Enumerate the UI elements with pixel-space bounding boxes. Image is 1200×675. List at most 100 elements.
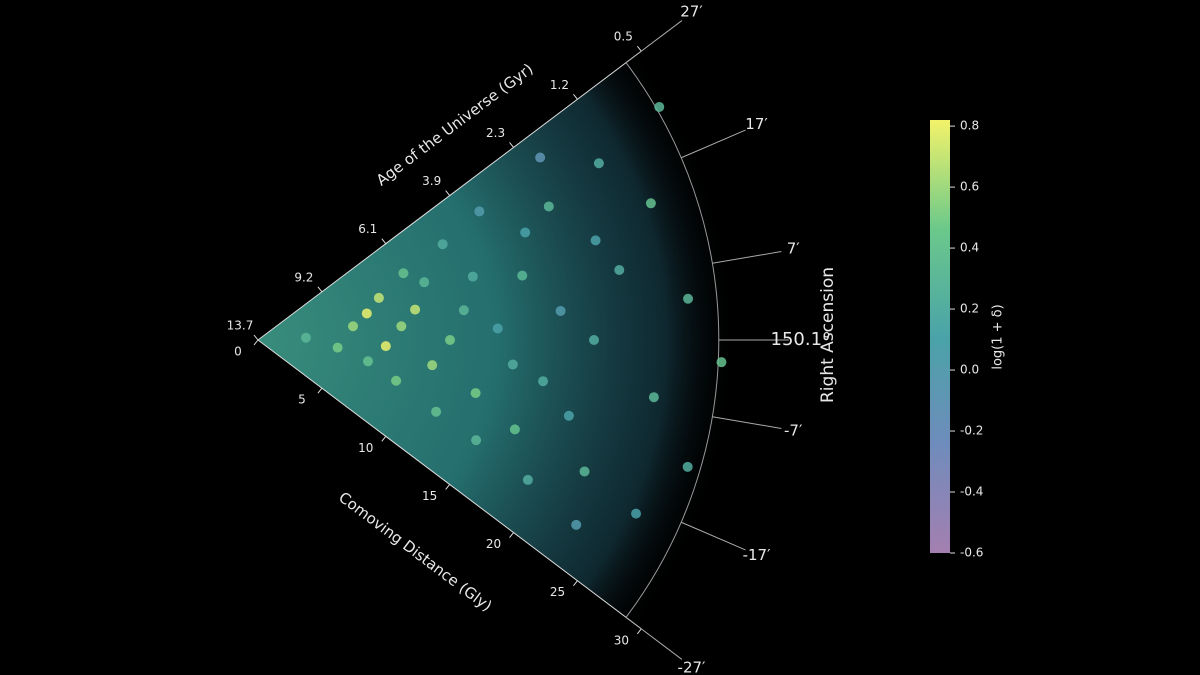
y-tick-label: 150.1° — [771, 329, 832, 350]
age-tick — [509, 142, 514, 148]
galaxy-point — [332, 342, 343, 353]
colorbar-tick-label: 0.0 — [960, 363, 979, 377]
y-tick — [681, 521, 746, 551]
y-tick — [625, 20, 683, 64]
x-tick-label: 25 — [550, 585, 565, 599]
galaxy-point — [437, 239, 448, 250]
galaxy-point — [391, 375, 402, 386]
galaxy-point — [517, 270, 528, 281]
x-tick-label: 20 — [486, 537, 501, 551]
age-tick — [573, 93, 578, 100]
galaxy-point — [361, 308, 372, 319]
galaxy-point — [431, 406, 442, 417]
galaxy-point — [300, 332, 311, 343]
age-tick-label: 6.1 — [358, 222, 377, 236]
galaxy-point — [458, 305, 469, 316]
x-tick — [636, 628, 642, 635]
y-tick-label: 17′ — [745, 115, 768, 133]
x-axis-label: Comoving Distance (Gly) — [335, 488, 495, 615]
galaxy-point — [509, 424, 520, 435]
colorbar-tick-label: 0.2 — [960, 302, 979, 316]
y-tick-label: -17′ — [743, 546, 771, 564]
y-tick-label: 27′ — [680, 3, 703, 21]
y-tick-label: -7′ — [784, 421, 803, 439]
galaxy-point — [410, 304, 421, 315]
galaxy-point — [396, 321, 407, 332]
galaxy-point — [474, 206, 485, 217]
y-tick-label: -27′ — [678, 658, 706, 675]
galaxy-point — [683, 293, 694, 304]
x-tick — [253, 339, 259, 346]
galaxy-point — [593, 158, 604, 169]
colorbar — [930, 120, 950, 553]
x-tick — [573, 580, 578, 587]
age-tick — [317, 286, 323, 293]
galaxy-point — [543, 201, 554, 212]
galaxy-point — [419, 277, 430, 288]
age-tick-label: 13.7 — [227, 319, 254, 333]
galaxy-point — [648, 392, 659, 403]
galaxy-point — [535, 152, 546, 163]
galaxy-point — [716, 357, 727, 368]
x-tick-label: 0 — [234, 345, 242, 359]
x-tick — [317, 387, 323, 394]
y-tick — [712, 416, 782, 429]
galaxy-point — [373, 292, 384, 303]
galaxy-point — [538, 376, 549, 387]
y-tick — [712, 251, 782, 264]
x-tick — [381, 435, 387, 442]
galaxy-point — [589, 335, 599, 345]
galaxy-point — [507, 359, 518, 370]
age-tick-label: 0.5 — [614, 30, 633, 44]
age-tick — [636, 45, 642, 52]
galaxy-point — [563, 410, 574, 421]
ra-arc — [625, 62, 720, 618]
age-tick — [253, 334, 259, 341]
age-tick — [445, 190, 451, 196]
x-tick-label: 5 — [298, 393, 306, 407]
galaxy-point — [520, 227, 531, 238]
galaxy-point — [380, 341, 391, 352]
wedge-fill — [258, 51, 739, 629]
galaxy-point — [348, 321, 359, 332]
colorbar-tick-label: -0.2 — [960, 424, 983, 438]
x-tick-label: 10 — [358, 441, 373, 455]
galaxy-point — [555, 305, 566, 316]
galaxy-point — [579, 466, 590, 477]
galaxy-point — [614, 265, 625, 276]
galaxy-point — [445, 335, 455, 345]
galaxy-point — [522, 474, 533, 485]
galaxy-point — [590, 235, 601, 246]
age-tick — [381, 238, 387, 245]
x-tick-label: 15 — [422, 489, 437, 503]
galaxy-point — [571, 519, 582, 530]
x-tick — [445, 484, 451, 490]
y-tick — [625, 616, 683, 660]
colorbar-label: log(1 + δ) — [991, 304, 1006, 369]
colorbar-tick-label: -0.6 — [960, 546, 983, 560]
galaxy-point — [631, 508, 642, 519]
galaxy-point — [398, 268, 409, 279]
galaxy-point — [471, 435, 482, 446]
galaxy-point — [645, 198, 656, 209]
galaxy-point — [467, 271, 478, 282]
galaxy-point — [362, 356, 373, 367]
y-axis-label: Right Ascension — [818, 267, 838, 403]
galaxy-point — [682, 461, 693, 472]
colorbar-tick-label: 0.8 — [960, 119, 979, 133]
galaxy-point — [654, 101, 665, 112]
galaxy-point — [427, 360, 438, 371]
galaxy-point — [492, 323, 503, 334]
age-tick-label: 3.9 — [422, 174, 441, 188]
colorbar-tick-label: 0.6 — [960, 180, 979, 194]
colorbar-tick-label: 0.4 — [960, 241, 979, 255]
y-tick-label: 7′ — [787, 240, 801, 258]
galaxy-point — [470, 388, 481, 399]
x-tick-label: 30 — [614, 633, 629, 647]
age-tick-label: 9.2 — [294, 270, 313, 284]
y-tick — [681, 129, 746, 159]
colorbar-tick-label: -0.4 — [960, 485, 983, 499]
age-tick-label: 2.3 — [486, 126, 505, 140]
x-tick — [509, 532, 514, 538]
